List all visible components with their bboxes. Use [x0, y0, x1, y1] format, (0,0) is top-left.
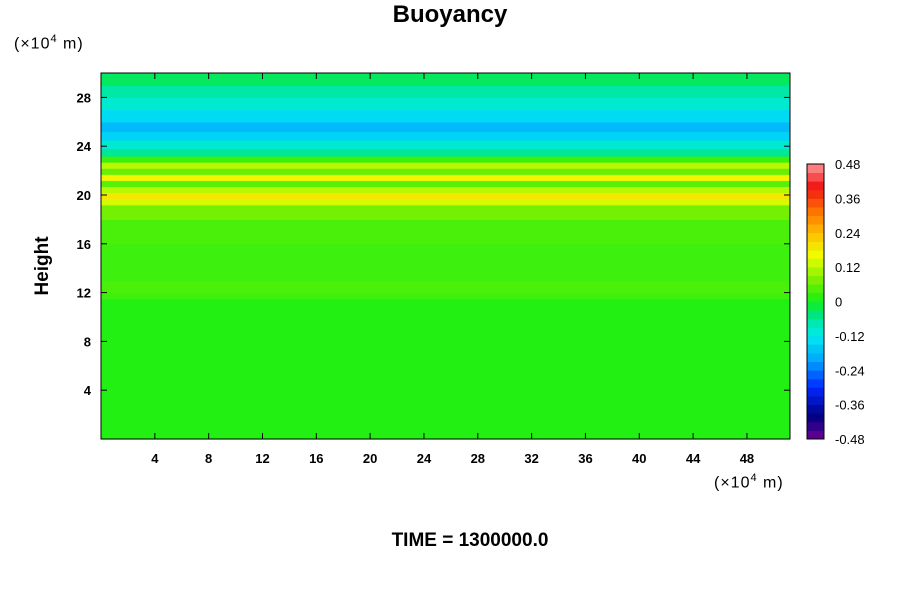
colorbar-swatch	[807, 370, 824, 380]
colorbar-swatch	[807, 292, 824, 302]
y-tick-label: 24	[77, 139, 92, 154]
heatmap-band	[101, 280, 790, 294]
colorbar-swatch	[807, 249, 824, 259]
x-tick-label: 8	[205, 451, 212, 466]
heatmap-band	[101, 148, 790, 157]
colorbar-tick-label: 0.36	[835, 191, 860, 206]
x-unit-prefix: (×10	[714, 474, 751, 492]
x-tick-label: 4	[151, 451, 159, 466]
heatmap-band	[101, 85, 790, 98]
x-tick-label: 40	[632, 451, 646, 466]
colorbar-swatch	[807, 310, 824, 320]
colorbar-swatch	[807, 172, 824, 182]
chart-title: Buoyancy	[392, 1, 508, 28]
colorbar-swatch	[807, 215, 824, 225]
colorbar-swatch	[807, 164, 824, 173]
colorbar-swatch	[807, 224, 824, 234]
x-unit-suffix: m)	[757, 474, 784, 492]
heatmap-band	[101, 219, 790, 245]
y-axis-unit: (×104 m)	[14, 33, 84, 53]
heatmap-band	[101, 131, 790, 141]
y-tick-label: 16	[77, 237, 91, 252]
y-tick-label: 20	[77, 188, 91, 203]
heatmap-band	[101, 186, 790, 194]
plot-frame	[100, 72, 791, 440]
colorbar-frame	[806, 163, 825, 440]
y-unit-exponent: 4	[50, 33, 58, 45]
colorbar-tick-label: -0.24	[835, 363, 865, 378]
colorbar-swatch	[807, 387, 824, 397]
x-tick-label: 24	[417, 451, 432, 466]
heatmap-band	[101, 180, 790, 188]
x-axis-unit: (×104 m)	[714, 472, 784, 492]
x-tick-label: 48	[740, 451, 754, 466]
colorbar-swatch	[807, 353, 824, 363]
colorbar-tick-label: 0.24	[835, 226, 860, 241]
x-tick-label: 28	[471, 451, 485, 466]
y-unit-prefix: (×10	[14, 35, 51, 53]
colorbar-swatch	[807, 318, 824, 328]
x-tick-label: 32	[524, 451, 538, 466]
heatmap-band	[101, 304, 790, 440]
colorbar-swatch	[807, 284, 824, 294]
heatmap-band	[101, 121, 790, 133]
y-tick-label: 28	[77, 90, 91, 105]
heatmap-band	[101, 162, 790, 169]
colorbar-swatch	[807, 430, 824, 440]
heatmap-band	[101, 292, 790, 300]
colorbar-tick-label: -0.48	[835, 432, 865, 447]
x-unit-exponent: 4	[750, 472, 758, 484]
x-tick-label: 12	[255, 451, 269, 466]
colorbar-swatch	[807, 258, 824, 268]
colorbar: -0.48 -0.36 -0.24 -0.12 0 0.12 0.24 0.36 0.48	[806, 157, 865, 447]
colorbar-tick-label: 0	[835, 295, 842, 310]
time-label: TIME = 1300000.0	[391, 530, 549, 551]
x-tick-label: 16	[309, 451, 323, 466]
colorbar-tick-label: 0.12	[835, 260, 860, 275]
heatmap-field	[101, 73, 790, 440]
y-tick-label: 4	[84, 383, 92, 398]
heatmap-band	[101, 174, 790, 181]
x-tick-label: 36	[578, 451, 592, 466]
heatmap-band	[101, 192, 790, 200]
colorbar-swatch	[807, 344, 824, 354]
heatmap-band	[101, 109, 790, 123]
x-tick-label: 44	[686, 451, 701, 466]
colorbar-tick-label: -0.12	[835, 329, 865, 344]
colorbar-swatch	[807, 267, 824, 277]
colorbar-swatch	[807, 232, 824, 242]
colorbar-swatch	[807, 181, 824, 191]
colorbar-swatch	[807, 206, 824, 216]
heatmap-band	[101, 155, 790, 163]
colorbar-swatch	[807, 378, 824, 388]
colorbar-swatch	[807, 361, 824, 371]
colorbar-swatch	[807, 421, 824, 431]
heatmap-band	[101, 97, 790, 111]
y-unit-suffix: m)	[57, 35, 84, 53]
heatmap-band	[101, 298, 790, 306]
heatmap-band	[101, 73, 790, 86]
colorbar-swatch	[807, 275, 824, 285]
colorbar-tick-label: -0.36	[835, 398, 865, 413]
colorbar-swatch	[807, 404, 824, 414]
colorbar-swatch	[807, 198, 824, 208]
heatmap-band	[101, 168, 790, 175]
colorbar-swatch	[807, 241, 824, 251]
colorbar-swatch	[807, 396, 824, 406]
colorbar-swatch	[807, 335, 824, 345]
heatmap-band	[101, 204, 790, 220]
y-tick-label: 12	[77, 286, 91, 301]
colorbar-swatch	[807, 327, 824, 337]
colorbar-swatch	[807, 301, 824, 311]
heatmap-band	[101, 198, 790, 206]
heatmap-band	[101, 140, 790, 150]
colorbar-swatch	[807, 189, 824, 199]
heatmap-band	[101, 243, 790, 281]
y-tick-label: 8	[84, 334, 91, 349]
x-tick-label: 20	[363, 451, 377, 466]
colorbar-swatch	[807, 413, 824, 423]
colorbar-tick-label: 0.48	[835, 157, 860, 172]
